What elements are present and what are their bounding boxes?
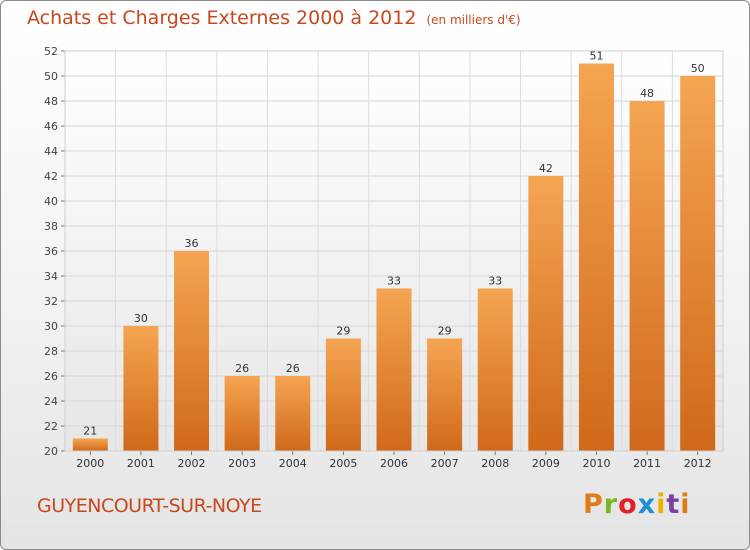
bar-value-label: 21 bbox=[83, 425, 97, 438]
bar-value-label: 50 bbox=[691, 62, 705, 75]
chart-title-text: Achats et Charges Externes 2000 à 2012 bbox=[27, 7, 417, 29]
x-tick-label: 2002 bbox=[178, 457, 206, 470]
x-tick-label: 2009 bbox=[532, 457, 560, 470]
bar-value-label: 26 bbox=[235, 362, 249, 375]
y-tick-label: 48 bbox=[44, 95, 58, 108]
bar bbox=[174, 251, 210, 451]
bar bbox=[376, 288, 412, 451]
x-tick-label: 2010 bbox=[582, 457, 610, 470]
y-tick-label: 42 bbox=[44, 170, 58, 183]
x-tick-label: 2011 bbox=[633, 457, 661, 470]
brand-letter: i bbox=[656, 489, 667, 520]
y-tick-label: 20 bbox=[44, 445, 58, 458]
brand-letter: r bbox=[603, 489, 619, 520]
x-tick-label: 2008 bbox=[481, 457, 509, 470]
y-tick-label: 22 bbox=[44, 420, 58, 433]
proxiti-logo: Proxiti bbox=[583, 489, 691, 520]
bar-value-label: 42 bbox=[539, 162, 553, 175]
bar bbox=[629, 101, 665, 451]
bar-value-label: 30 bbox=[134, 312, 148, 325]
brand-letter: x bbox=[637, 489, 657, 520]
y-tick-label: 30 bbox=[44, 320, 58, 333]
y-tick-label: 38 bbox=[44, 220, 58, 233]
bar-value-label: 33 bbox=[387, 275, 401, 288]
bar bbox=[680, 76, 716, 451]
y-tick-label: 34 bbox=[44, 270, 58, 283]
bar bbox=[224, 376, 260, 451]
y-tick-label: 26 bbox=[44, 370, 58, 383]
bar-value-label: 36 bbox=[185, 237, 199, 250]
bar-value-label: 26 bbox=[286, 362, 300, 375]
bar bbox=[528, 176, 564, 451]
brand-letter: i bbox=[680, 489, 691, 520]
x-tick-label: 2007 bbox=[431, 457, 459, 470]
brand-letter: o bbox=[618, 489, 638, 520]
bar bbox=[275, 376, 311, 451]
x-tick-label: 2001 bbox=[127, 457, 155, 470]
bar bbox=[72, 438, 108, 451]
y-tick-label: 32 bbox=[44, 295, 58, 308]
bar-value-label: 48 bbox=[640, 87, 654, 100]
bar-value-label: 29 bbox=[438, 325, 452, 338]
bar-value-label: 33 bbox=[488, 275, 502, 288]
y-tick-label: 46 bbox=[44, 120, 58, 133]
y-tick-label: 36 bbox=[44, 245, 58, 258]
x-tick-label: 2000 bbox=[76, 457, 104, 470]
x-tick-label: 2003 bbox=[228, 457, 256, 470]
y-tick-label: 24 bbox=[44, 395, 58, 408]
bar-value-label: 51 bbox=[589, 50, 603, 63]
brand-letter: t bbox=[666, 489, 681, 520]
bar bbox=[578, 63, 614, 451]
x-tick-label: 2006 bbox=[380, 457, 408, 470]
bar bbox=[123, 326, 159, 451]
bar bbox=[427, 338, 463, 451]
y-tick-label: 50 bbox=[44, 70, 58, 83]
bar bbox=[325, 338, 361, 451]
bar bbox=[477, 288, 513, 451]
chart-unit-label: (en milliers d'€) bbox=[426, 13, 521, 27]
chart-title: Achats et Charges Externes 2000 à 2012 (e… bbox=[27, 7, 521, 29]
commune-name: GUYENCOURT-SUR-NOYE bbox=[37, 495, 262, 517]
y-tick-label: 40 bbox=[44, 195, 58, 208]
x-tick-label: 2012 bbox=[684, 457, 712, 470]
plot-border bbox=[64, 50, 724, 452]
bar-value-label: 29 bbox=[336, 325, 350, 338]
y-tick-label: 44 bbox=[44, 145, 58, 158]
x-tick-label: 2004 bbox=[279, 457, 307, 470]
y-tick-label: 52 bbox=[44, 45, 58, 58]
y-tick-label: 28 bbox=[44, 345, 58, 358]
x-tick-label: 2005 bbox=[329, 457, 357, 470]
brand-letter: P bbox=[583, 489, 604, 520]
